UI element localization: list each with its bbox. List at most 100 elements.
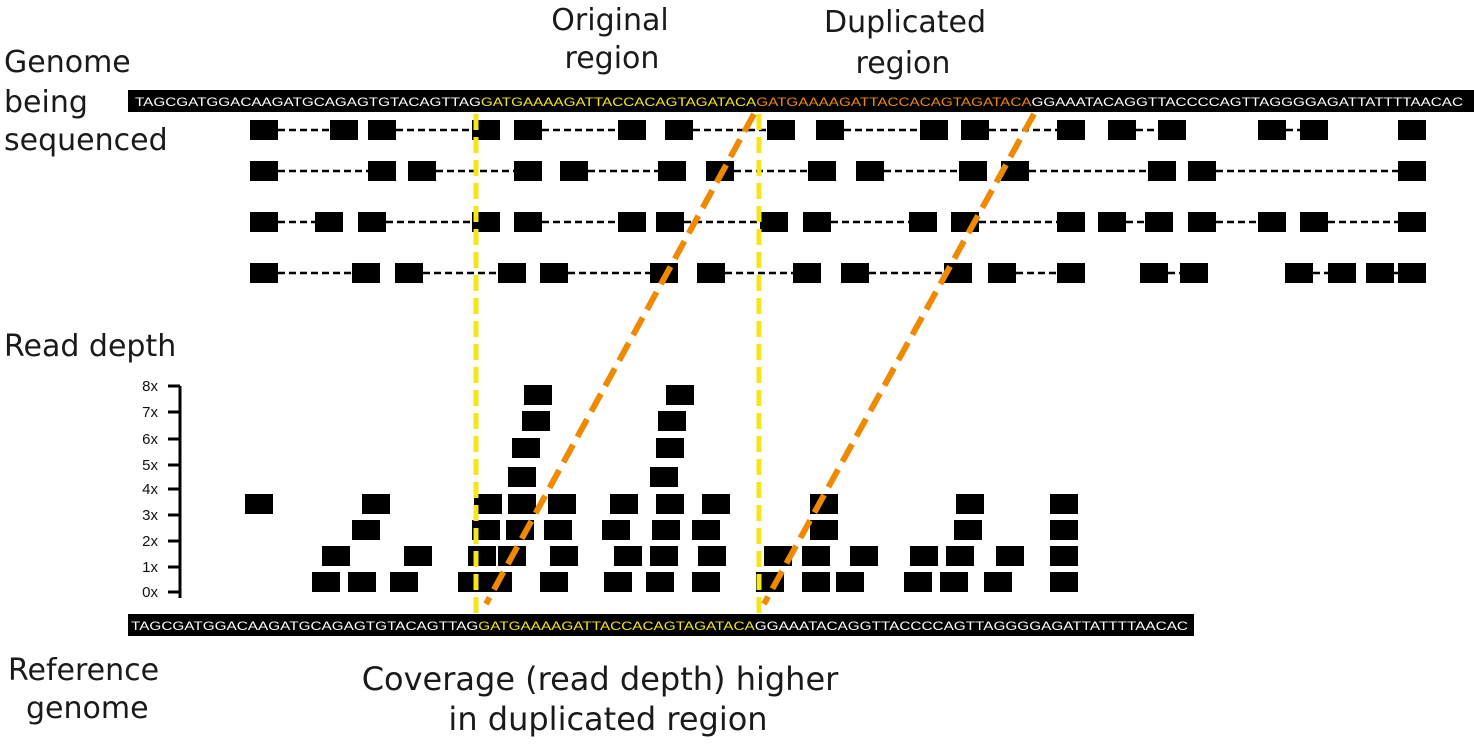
pileup-read-block — [658, 411, 686, 431]
depth-axis-tick-label: 7x — [142, 404, 158, 421]
depth-axis-tick-label: 2x — [142, 533, 158, 550]
read-block — [250, 263, 278, 283]
read-block — [1180, 263, 1208, 283]
read-block — [315, 212, 343, 232]
duplicate-start-mapping-line — [483, 112, 757, 606]
read-block — [368, 161, 396, 181]
read-block — [658, 161, 686, 181]
depth-axis-tick-label: 0x — [142, 584, 158, 601]
original-region-label-line1: Original — [551, 3, 668, 38]
read-block — [920, 120, 948, 140]
pileup-read-block — [956, 494, 984, 514]
read-block — [803, 212, 831, 232]
read-block — [472, 212, 500, 232]
genome-label-line3: sequenced — [4, 123, 168, 158]
pileup-read-block — [802, 546, 830, 566]
read-block — [395, 263, 423, 283]
read-block — [808, 161, 836, 181]
reference-genome-bar — [128, 614, 1194, 636]
pileup-read-block — [544, 520, 572, 540]
pileup-read-block — [650, 467, 678, 487]
read-block — [1057, 120, 1085, 140]
sequenced-genome-sequence: TAGCGATGGACAAGATGCAGAGTGTACAGTTAG GATGAAA… — [135, 96, 1463, 109]
pileup-read-block — [522, 411, 550, 431]
read-block — [665, 120, 693, 140]
read-block — [988, 263, 1016, 283]
pileup-read-block — [508, 494, 536, 514]
pileup-read-block — [656, 494, 684, 514]
genome-label-line2: being — [4, 85, 88, 120]
read-block — [697, 263, 725, 283]
read-block — [1398, 263, 1426, 283]
read-block — [514, 161, 542, 181]
pileup-read-block — [390, 572, 418, 592]
pileup-read-block — [652, 520, 680, 540]
pileup-read-block — [1050, 494, 1078, 514]
read-block — [1285, 263, 1313, 283]
pileup-read-block — [604, 572, 632, 592]
read-block — [514, 212, 542, 232]
pileup-read-block — [646, 572, 674, 592]
pileup-read-block — [692, 520, 720, 540]
pileup-read-block — [650, 546, 678, 566]
read-block — [760, 212, 788, 232]
depth-axis-ticks: 0x 1x 2x 3x 4x 5x 6x 7x 8x — [142, 378, 180, 601]
read-block — [560, 161, 588, 181]
read-block — [358, 212, 386, 232]
pileup-read-block — [702, 494, 730, 514]
sequenced-original-region: GATGAAAAGATTACCACAGTAGATACA — [481, 96, 757, 109]
reference-prefix: TAGCGATGGACAAGATGCAGAGTGTACAGTTAG — [131, 620, 478, 633]
pileup-read-block — [474, 494, 502, 514]
read-block — [959, 161, 987, 181]
read-pileup — [245, 385, 1078, 592]
pileup-read-block — [946, 546, 974, 566]
pileup-read-block — [904, 572, 932, 592]
pileup-read-block — [548, 494, 576, 514]
pileup-read-block — [245, 494, 273, 514]
read-block — [1366, 263, 1394, 283]
pileup-read-block — [1050, 520, 1078, 540]
pileup-read-block — [512, 438, 540, 458]
pileup-read-block — [910, 546, 938, 566]
reference-suffix: GGAAATACAGGTTACCCCAGTTAGGGGAGATTATTTTAAC… — [755, 620, 1188, 633]
pileup-read-block — [508, 467, 536, 487]
read-block — [1258, 212, 1286, 232]
pileup-read-block — [940, 572, 968, 592]
pileup-read-block — [362, 494, 390, 514]
read-block — [856, 161, 884, 181]
read-block — [540, 263, 568, 283]
read-block — [1057, 212, 1085, 232]
pileup-read-block — [322, 546, 350, 566]
read-block — [250, 212, 278, 232]
pileup-read-block — [524, 385, 552, 405]
genome-label-line1: Genome — [4, 45, 131, 80]
read-block — [841, 263, 869, 283]
read-block — [1188, 212, 1216, 232]
pileup-read-block — [472, 520, 500, 540]
pileup-read-block — [810, 520, 838, 540]
pileup-read-block — [850, 546, 878, 566]
read-block — [1398, 212, 1426, 232]
read-block — [1158, 120, 1186, 140]
pileup-read-block — [954, 520, 982, 540]
read-block — [1398, 120, 1426, 140]
pileup-read-block — [458, 572, 486, 592]
sequenced-suffix: GGAAATACAGGTTACCCCAGTTAGGGGAGATTATTTTAAC… — [1032, 96, 1463, 109]
caption-line1: Coverage (read depth) higher — [362, 660, 839, 698]
depth-axis-tick-label: 8x — [142, 378, 158, 395]
read-block — [368, 120, 396, 140]
read-block — [408, 161, 436, 181]
pileup-read-block — [550, 546, 578, 566]
pileup-read-block — [656, 438, 684, 458]
read-block — [618, 120, 646, 140]
pileup-read-block — [348, 572, 376, 592]
read-block — [656, 212, 684, 232]
reference-region: GATGAAAAGATTACCACAGTAGATACA — [478, 620, 755, 633]
read-block — [961, 120, 989, 140]
paired-reads — [250, 120, 1426, 283]
pileup-read-block — [602, 520, 630, 540]
read-rows — [250, 120, 1426, 283]
sequenced-prefix: TAGCGATGGACAAGATGCAGAGTGTACAGTTAG — [135, 96, 481, 109]
pileup-read-block — [836, 572, 864, 592]
